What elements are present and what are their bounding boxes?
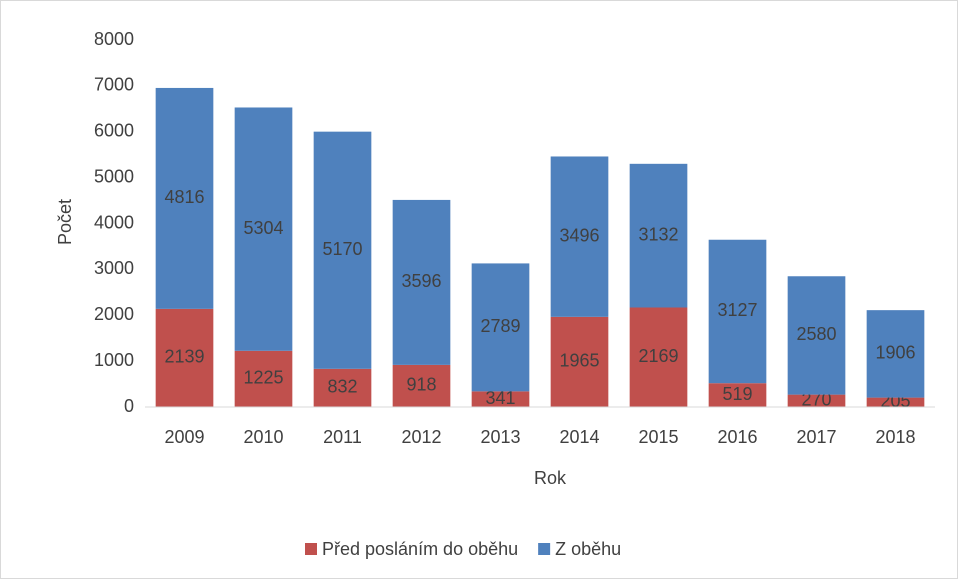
bar-segment <box>313 368 372 407</box>
bar-segment <box>471 263 530 392</box>
bar-segment <box>550 156 609 317</box>
x-tick-label: 2012 <box>401 427 441 447</box>
x-tick-label: 2017 <box>796 427 836 447</box>
bar-segment <box>471 391 530 407</box>
data-label: 1906 <box>875 343 915 363</box>
x-tick-label: 2015 <box>638 427 678 447</box>
x-tick-label: 2018 <box>875 427 915 447</box>
x-tick-label: 2009 <box>164 427 204 447</box>
y-tick-label: 1000 <box>94 350 134 370</box>
x-tick-label: 2013 <box>480 427 520 447</box>
data-label: 341 <box>485 388 515 408</box>
bar-segment <box>392 364 451 407</box>
bar-segment <box>866 310 925 398</box>
data-label: 1965 <box>559 351 599 371</box>
data-label: 519 <box>722 384 752 404</box>
legend-swatch <box>538 543 551 555</box>
data-label: 3596 <box>401 271 441 291</box>
data-label: 5170 <box>322 239 362 259</box>
x-tick-label: 2010 <box>243 427 283 447</box>
bar-segment <box>708 383 767 407</box>
bar-segment <box>629 163 688 308</box>
legend-label: Před posláním do oběhu <box>322 539 518 559</box>
bar-segment <box>234 350 293 407</box>
data-label: 2789 <box>480 316 520 336</box>
x-tick-label: 2014 <box>559 427 599 447</box>
data-label: 832 <box>327 377 357 397</box>
y-tick-label: 3000 <box>94 258 134 278</box>
y-tick-label: 8000 <box>94 29 134 49</box>
x-tick-label: 2011 <box>323 427 362 447</box>
bar-segment <box>787 394 846 407</box>
data-label: 918 <box>406 375 436 395</box>
y-axis-label: Počet <box>55 199 75 245</box>
y-tick-label: 6000 <box>94 121 134 141</box>
data-label: 3496 <box>559 225 599 245</box>
bar-segment <box>550 316 609 407</box>
bar-segment <box>866 397 925 407</box>
data-label: 2580 <box>796 324 836 344</box>
y-tick-label: 7000 <box>94 75 134 95</box>
y-tick-label: 5000 <box>94 166 134 186</box>
legend-label: Z oběhu <box>555 539 621 559</box>
y-tick-label: 2000 <box>94 304 134 324</box>
data-label: 2169 <box>638 346 678 366</box>
bar-segment <box>155 308 214 407</box>
y-tick-label: 4000 <box>94 212 134 232</box>
bar-segment <box>155 87 214 309</box>
legend-swatch <box>305 543 317 555</box>
bar-segment <box>708 239 767 384</box>
bar-segment <box>234 107 293 351</box>
x-tick-label: 2016 <box>717 427 757 447</box>
data-label: 5304 <box>243 218 283 238</box>
data-label: 2139 <box>164 347 204 367</box>
data-label: 1225 <box>243 368 283 388</box>
bar-segment <box>629 307 688 407</box>
y-tick-label: 0 <box>124 396 134 416</box>
bar-segment <box>392 199 451 365</box>
data-label: 4816 <box>164 187 204 207</box>
bar-segment <box>787 276 846 395</box>
x-axis-label: Rok <box>534 468 567 488</box>
bar-segment <box>313 131 372 369</box>
data-label: 3132 <box>638 224 678 244</box>
data-label: 3127 <box>717 300 757 320</box>
